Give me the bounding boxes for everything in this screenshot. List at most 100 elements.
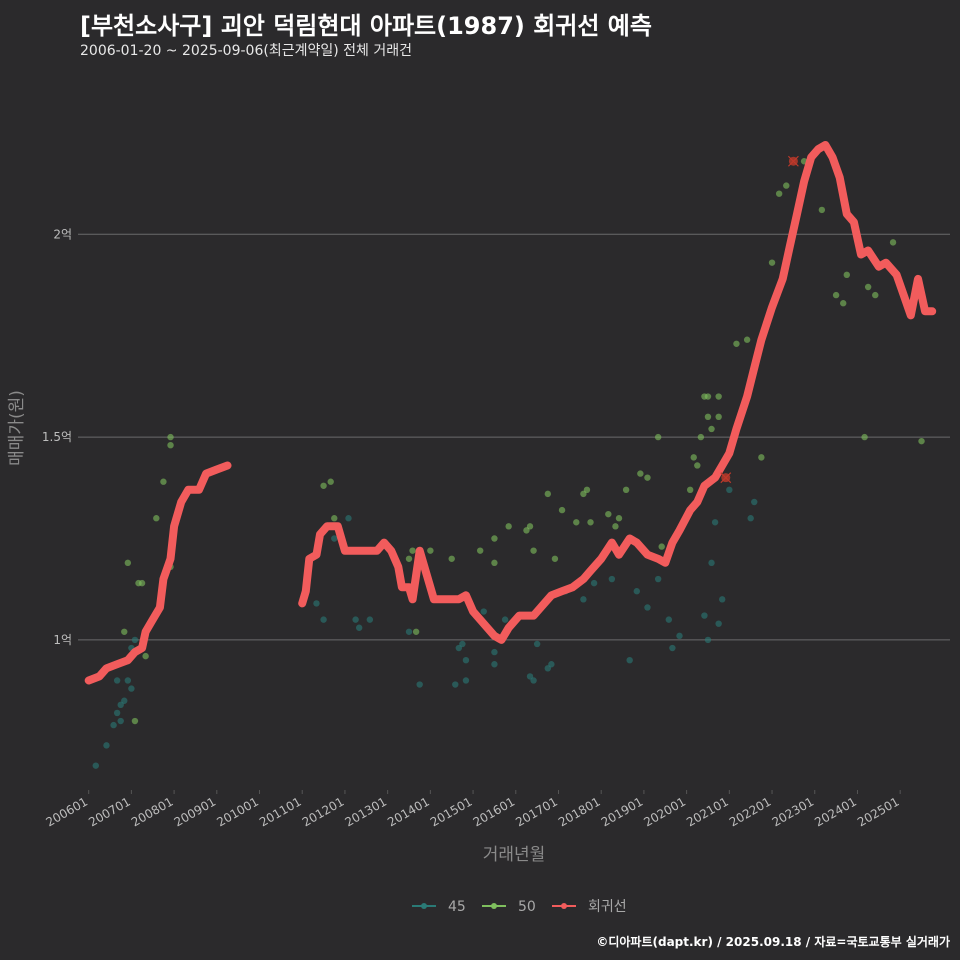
data-point-50 xyxy=(476,547,484,554)
x-tick-label: 200901 xyxy=(172,794,219,829)
data-point-50 xyxy=(331,515,338,522)
data-point-45 xyxy=(352,616,359,623)
data-point-50 xyxy=(138,579,146,587)
data-point-45 xyxy=(704,636,712,644)
data-point-50 xyxy=(526,523,534,530)
data-point-50 xyxy=(409,547,416,554)
data-point-50 xyxy=(758,454,765,461)
data-point-50 xyxy=(544,490,552,498)
data-point-50 xyxy=(637,470,644,477)
data-point-50 xyxy=(918,437,925,445)
data-point-45 xyxy=(92,762,99,769)
data-point-45 xyxy=(320,616,327,623)
data-point-45 xyxy=(452,681,459,688)
data-point-50 xyxy=(818,206,826,214)
data-point-45 xyxy=(366,616,374,623)
data-point-50 xyxy=(832,291,840,299)
data-point-45 xyxy=(608,575,616,583)
data-point-45 xyxy=(676,632,683,640)
data-point-50 xyxy=(167,433,174,441)
data-point-50 xyxy=(658,543,665,550)
x-tick-label: 202101 xyxy=(684,794,731,829)
x-tick-label: 201101 xyxy=(257,794,304,829)
grid-layer xyxy=(78,233,950,641)
data-point-50 xyxy=(704,413,712,421)
y-tick-label: 2억 xyxy=(53,227,72,241)
data-point-45 xyxy=(654,575,662,583)
x-tick-label: 202001 xyxy=(641,794,688,829)
data-point-45 xyxy=(331,535,338,542)
outlier-cross xyxy=(787,155,799,167)
data-point-45 xyxy=(626,656,633,664)
data-point-50 xyxy=(889,239,897,246)
data-point-50 xyxy=(768,259,776,266)
data-point-50 xyxy=(733,340,740,347)
data-point-50 xyxy=(327,478,334,485)
data-point-50 xyxy=(124,559,132,567)
data-point-45 xyxy=(644,604,651,611)
x-tick-label: 202301 xyxy=(770,794,817,829)
y-axis-title: 매매가(원) xyxy=(7,390,27,466)
x-axis-title: 거래년월 xyxy=(483,845,546,865)
x-tick-label: 201901 xyxy=(599,794,646,829)
legend-key-dot xyxy=(491,903,497,909)
data-point-45 xyxy=(462,656,470,664)
data-point-50 xyxy=(704,393,712,400)
x-tick-label: 200801 xyxy=(129,794,176,829)
data-point-50 xyxy=(686,486,694,494)
x-tick-label: 200701 xyxy=(86,794,133,829)
legend: 45 50 회귀선 xyxy=(412,899,627,915)
data-point-50 xyxy=(530,547,537,554)
data-point-50 xyxy=(121,628,128,635)
legend-key-dot xyxy=(561,903,567,909)
data-point-50 xyxy=(697,433,705,441)
data-point-45 xyxy=(121,697,128,704)
data-point-45 xyxy=(355,624,363,631)
data-point-45 xyxy=(533,640,541,648)
outlier-cross xyxy=(720,472,732,484)
data-point-45 xyxy=(110,721,117,729)
x-tick-label: 201201 xyxy=(300,794,347,829)
data-point-50 xyxy=(715,413,722,421)
data-point-50 xyxy=(715,393,722,400)
data-point-45 xyxy=(416,681,423,688)
data-point-50 xyxy=(644,474,651,481)
chart-subtitle: 2006-01-20 ~ 2025-09-06(최근계약일) 전체 거래건 xyxy=(80,43,412,59)
data-point-50 xyxy=(427,547,434,554)
y-tick-label: 1.5억 xyxy=(42,430,72,444)
data-point-50 xyxy=(654,433,662,441)
data-point-50 xyxy=(558,506,566,514)
x-tick-label: 201401 xyxy=(385,794,432,829)
data-point-50 xyxy=(622,486,630,494)
x-tick-label: 202201 xyxy=(727,794,774,829)
data-point-45 xyxy=(590,579,598,587)
data-point-45 xyxy=(580,596,587,603)
data-point-45 xyxy=(665,616,673,623)
data-point-50 xyxy=(142,652,149,660)
data-point-50 xyxy=(131,717,139,725)
data-point-50 xyxy=(320,482,327,489)
data-point-50 xyxy=(843,271,850,279)
data-point-50 xyxy=(872,291,879,299)
data-point-45 xyxy=(103,742,110,749)
data-point-45 xyxy=(405,628,413,635)
data-point-45 xyxy=(113,709,121,717)
data-point-45 xyxy=(462,677,470,684)
data-point-50 xyxy=(783,182,790,189)
data-point-45 xyxy=(751,498,758,506)
data-point-50 xyxy=(840,300,847,307)
x-tick-label: 200601 xyxy=(44,794,91,829)
x-tick-label: 201801 xyxy=(556,794,603,829)
data-point-50 xyxy=(861,433,868,441)
data-point-45 xyxy=(459,640,466,648)
data-point-50 xyxy=(551,555,559,562)
y-tick-labels: 1억 1.5억 2억 xyxy=(42,227,72,647)
x-tick-label: 201601 xyxy=(471,794,518,829)
data-point-45 xyxy=(548,661,555,668)
data-point-50 xyxy=(491,535,498,542)
data-point-45 xyxy=(701,612,708,619)
x-tick-label: 201001 xyxy=(214,794,261,829)
data-point-45 xyxy=(501,616,509,623)
legend-key-dot xyxy=(421,903,427,909)
data-point-45 xyxy=(480,608,487,615)
